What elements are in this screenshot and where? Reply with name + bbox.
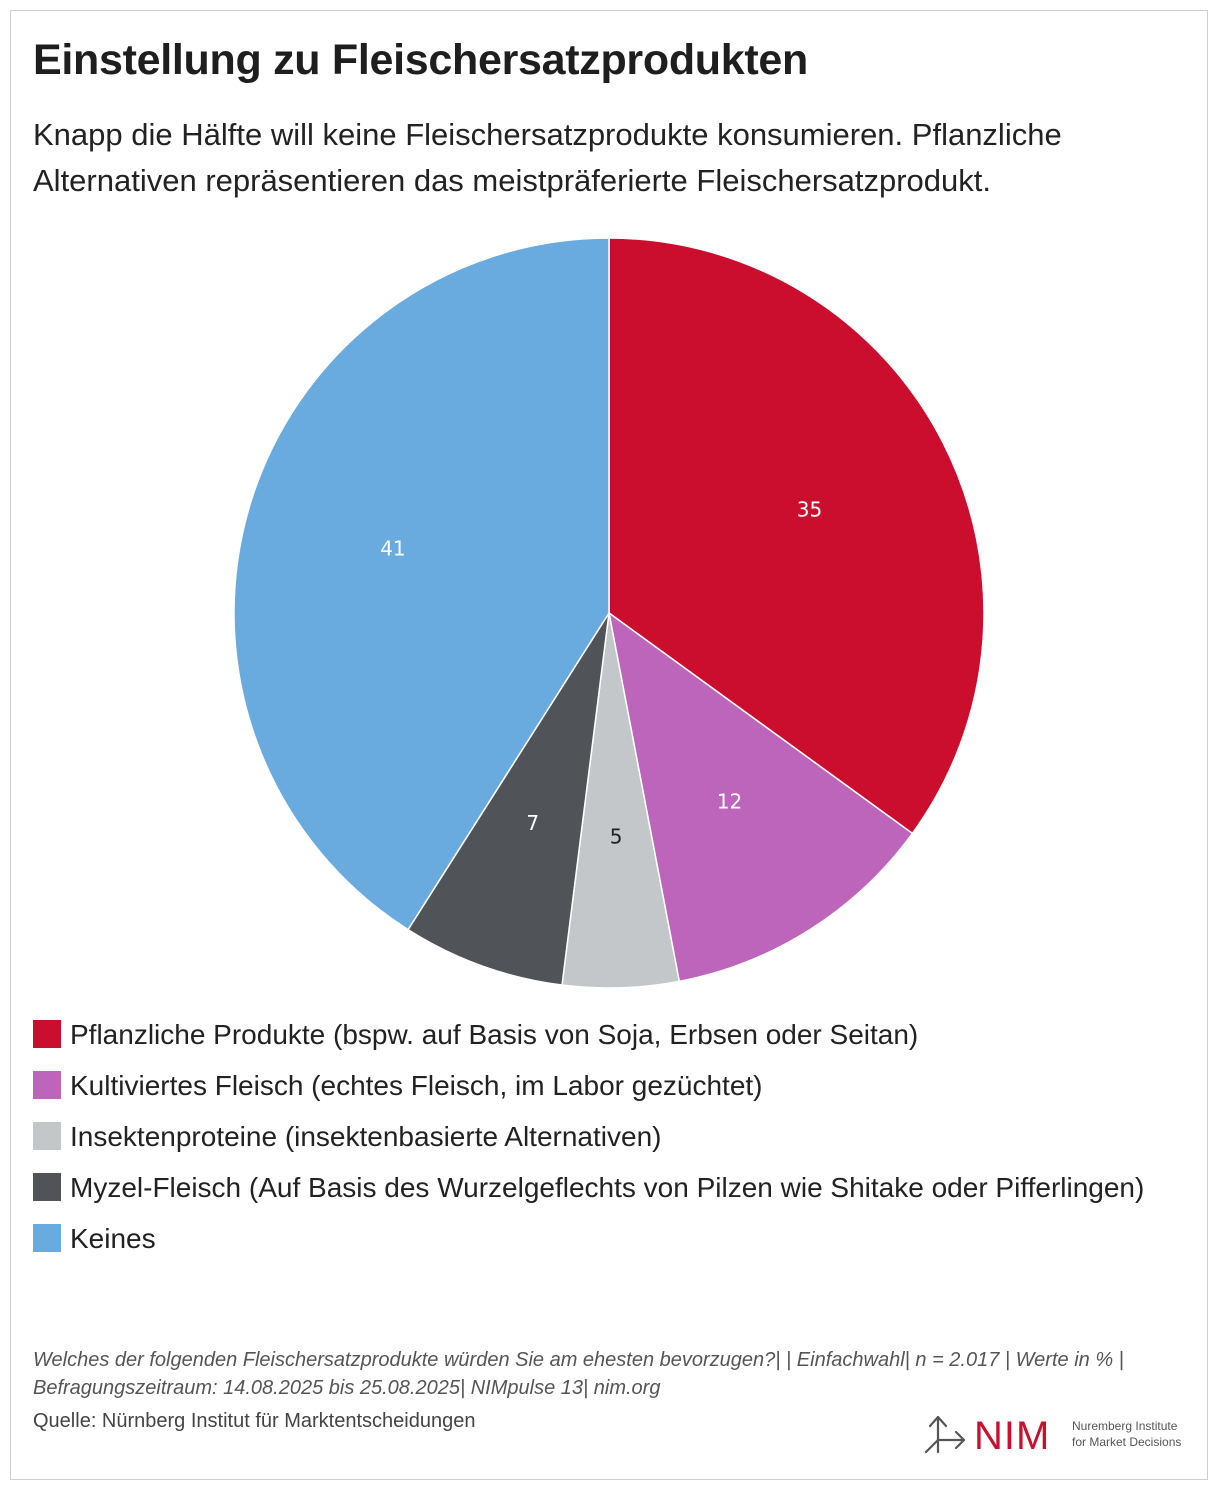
pie-slice-myzel-fleisch-auf-basis- xyxy=(407,612,610,986)
slice-value-label: 35 xyxy=(797,497,822,521)
slice-value-label: 41 xyxy=(380,537,405,561)
legend-label: Pflanzliche Produkte (bspw. auf Basis vo… xyxy=(70,1019,919,1050)
legend-item: Insektenproteine (insektenbasierte Alter… xyxy=(33,1116,1183,1157)
slice-value-label: 7 xyxy=(526,811,539,835)
pie-slice-kultiviertes-fleisch-ech xyxy=(607,611,914,983)
slice-value-label: 12 xyxy=(717,789,742,813)
slice-value-label: 5 xyxy=(610,824,623,848)
legend-swatch xyxy=(33,1122,61,1150)
survey-footnote: Welches der folgenden Fleischersatzprodu… xyxy=(33,1349,1124,1399)
legend-item: Pflanzliche Produkte (bspw. auf Basis vo… xyxy=(33,1014,1183,1055)
legend-item: Keines xyxy=(33,1218,1183,1259)
nim-logo: NIM Nuremberg Institute for Market Decis… xyxy=(922,1410,1192,1460)
logo-tagline-line2: for Market Decisions xyxy=(1072,1435,1182,1449)
arrow-logo-icon xyxy=(924,1415,966,1454)
chart-legend: Pflanzliche Produkte (bspw. auf Basis vo… xyxy=(33,1014,1183,1269)
legend-item: Kultiviertes Fleisch (echtes Fleisch, im… xyxy=(33,1065,1183,1106)
legend-label: Myzel-Fleisch (Auf Basis des Wurzelgefle… xyxy=(70,1172,1145,1203)
chart-title: Einstellung zu Fleischersatzprodukten xyxy=(33,36,808,84)
legend-item: Myzel-Fleisch (Auf Basis des Wurzelgefle… xyxy=(33,1167,1183,1208)
logo-tagline: Nuremberg Institute for Market Decisions xyxy=(1072,1418,1181,1450)
legend-swatch xyxy=(33,1071,61,1099)
legend-swatch xyxy=(33,1224,61,1252)
legend-swatch xyxy=(33,1020,61,1048)
legend-label: Keines xyxy=(70,1223,156,1254)
source-note: Quelle: Nürnberg Institut für Marktentsc… xyxy=(33,1410,476,1432)
legend-label: Insektenproteine (insektenbasierte Alter… xyxy=(70,1121,662,1152)
legend-swatch xyxy=(33,1173,61,1201)
chart-subtitle: Knapp die Hälfte will keine Fleischersat… xyxy=(33,117,1062,198)
pie-chart: 35 12 5 7 41 xyxy=(233,237,985,989)
logo-wordmark: NIM xyxy=(974,1414,1051,1458)
logo-tagline-line1: Nuremberg Institute xyxy=(1072,1419,1178,1433)
legend-label: Kultiviertes Fleisch (echtes Fleisch, im… xyxy=(70,1070,763,1101)
pie-slice-keines xyxy=(233,237,610,931)
pie-slice-pflanzliche-produkte-bsp xyxy=(608,237,985,835)
